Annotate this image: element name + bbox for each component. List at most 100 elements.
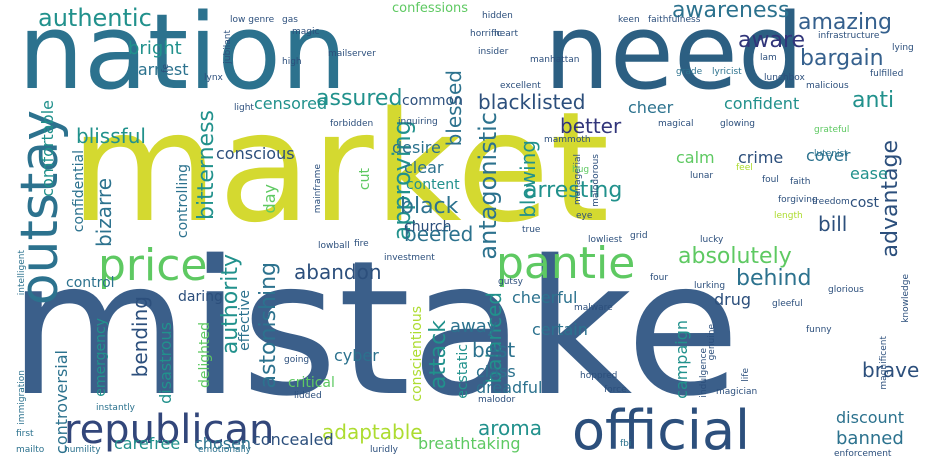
word: arresting xyxy=(524,178,623,203)
word: conscious xyxy=(216,144,295,163)
word: gleeful xyxy=(772,299,803,309)
word: need xyxy=(544,0,804,113)
word: bizarre xyxy=(92,178,116,247)
word: price xyxy=(98,240,208,291)
word: concealed xyxy=(252,430,334,449)
word: life xyxy=(741,368,751,382)
word: black xyxy=(400,194,459,219)
word: hidden xyxy=(482,11,513,21)
word: effective xyxy=(237,290,253,351)
word: managerial xyxy=(573,154,583,205)
word: cut xyxy=(357,168,373,191)
word: critical xyxy=(288,375,335,391)
word: republican xyxy=(64,407,275,453)
word: faithfulness xyxy=(648,15,701,25)
word: ecstatic xyxy=(455,344,471,399)
word: lying xyxy=(892,43,914,53)
word: certain xyxy=(532,320,588,339)
word: brave xyxy=(862,358,920,382)
word: disastrous xyxy=(156,322,175,404)
word: fe xyxy=(161,64,171,73)
word: horrific xyxy=(470,29,502,39)
word: attack xyxy=(426,320,451,390)
word: lutenist xyxy=(814,149,848,159)
word: emotionally xyxy=(198,445,251,455)
word: chosen xyxy=(194,434,252,453)
word: crime xyxy=(738,148,784,167)
word: control xyxy=(66,275,115,291)
word: emergency xyxy=(93,318,109,397)
word: funny xyxy=(806,325,832,335)
word: aware xyxy=(738,28,806,53)
word: delighted xyxy=(197,322,213,389)
word: lam xyxy=(760,53,777,63)
word: blacklisted xyxy=(478,90,586,114)
word: lynx xyxy=(204,73,223,83)
word: controlling xyxy=(175,164,191,239)
word: church xyxy=(404,219,452,235)
word: banned xyxy=(836,428,904,449)
word: magical xyxy=(658,119,694,129)
word: grade xyxy=(676,67,703,77)
word: adaptable xyxy=(322,420,423,444)
word: excellent xyxy=(500,81,541,91)
word: breathtaking xyxy=(418,434,521,453)
word: grid xyxy=(630,231,648,241)
word: enforcement xyxy=(834,449,892,459)
word: controversial xyxy=(52,350,71,454)
word: blissful xyxy=(76,124,146,148)
word: lowball xyxy=(318,241,350,251)
word: malware xyxy=(574,303,613,313)
word: knowledge xyxy=(901,274,911,323)
word: daring xyxy=(178,289,223,305)
word: cyber xyxy=(334,346,379,365)
word: malodor xyxy=(478,395,516,405)
word: magician xyxy=(716,387,758,397)
word: advantage xyxy=(878,140,903,258)
word: instantly xyxy=(96,403,135,413)
word: common xyxy=(402,93,463,109)
word: malodorous xyxy=(591,154,601,207)
word: blowing xyxy=(516,140,540,218)
word: lyricist xyxy=(712,67,742,77)
word: humility xyxy=(64,445,101,455)
word: foul xyxy=(762,175,779,185)
word: nation xyxy=(18,0,347,113)
word: mailto xyxy=(16,445,45,455)
word: mailserver xyxy=(328,49,376,59)
word: official xyxy=(572,399,751,462)
word: behind xyxy=(736,266,812,291)
word: inquiring xyxy=(398,117,438,127)
word: first xyxy=(16,429,34,439)
word: genuine xyxy=(707,324,717,361)
word: market xyxy=(70,79,610,256)
word: glorious xyxy=(828,285,864,295)
word: feel xyxy=(736,163,753,173)
word: freedom xyxy=(812,197,850,207)
word: indulgence xyxy=(699,348,709,398)
word: immigration xyxy=(17,370,27,425)
word: cover xyxy=(806,146,851,165)
word: light xyxy=(234,103,254,113)
word: investment xyxy=(384,253,435,263)
word: beefed xyxy=(404,222,474,246)
word: absolutely xyxy=(678,244,792,269)
word: class xyxy=(476,362,516,381)
word: clear xyxy=(404,158,444,177)
word: hug xyxy=(572,165,590,175)
word: fulfilled xyxy=(870,69,904,79)
word: discount xyxy=(836,408,905,427)
word: cheer xyxy=(628,98,674,117)
word: luridly xyxy=(370,445,398,455)
word: low genre xyxy=(230,15,275,25)
word: desire xyxy=(392,138,441,157)
word: forgiving xyxy=(778,195,818,205)
word: bending xyxy=(128,296,152,378)
word: keen xyxy=(618,15,640,25)
word: amazing xyxy=(798,10,892,35)
word: conscientious xyxy=(409,306,425,402)
word: fbi xyxy=(620,439,632,449)
word: pantie xyxy=(496,238,636,289)
word: comfortable xyxy=(38,100,57,197)
